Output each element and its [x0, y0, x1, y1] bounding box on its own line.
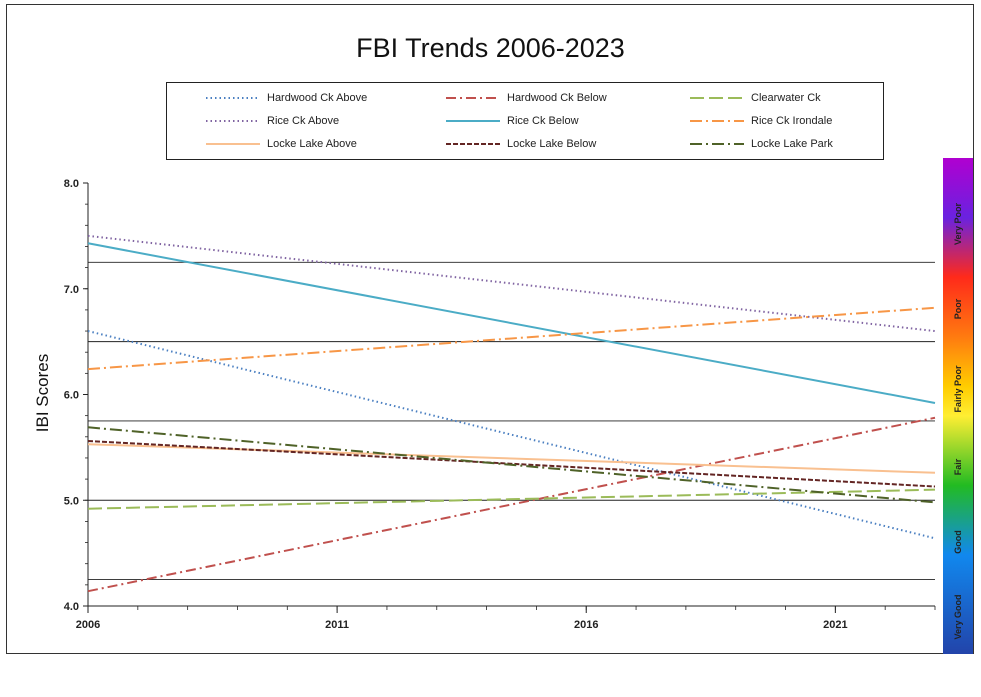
y-axis-label: IBI Scores — [33, 354, 52, 432]
legend-label: Hardwood Ck Above — [267, 92, 368, 104]
legend-line-swatch — [690, 120, 744, 122]
series-line — [87, 416, 936, 593]
series-line — [87, 440, 936, 488]
condition-scale-bar — [943, 158, 973, 654]
legend-item: Locke Lake Park — [689, 134, 833, 154]
legend-item: Hardwood Ck Above — [205, 88, 367, 108]
y-tick-label: 4.0 — [64, 601, 79, 613]
scale-label: Very Good — [953, 594, 963, 640]
legend-label: Rice Ck Irondale — [751, 115, 833, 127]
legend-item: Rice Ck Irondale — [689, 111, 832, 131]
chart-frame — [6, 4, 974, 654]
legend-label: Locke Lake Above — [267, 138, 357, 150]
line-chart: 4.0 5.0 6.0 7.0 8.0 2006 2011 2016 2021 IBI Scor… — [33, 178, 936, 631]
chart-legend: Hardwood Ck Above Hardwood Ck Below Clearw… — [166, 82, 884, 160]
legend-item: Clearwater Ck — [689, 88, 821, 108]
legend-label: Rice Ck Below — [507, 115, 579, 127]
legend-label: Hardwood Ck Below — [507, 92, 607, 104]
legend-line-swatch — [690, 143, 744, 145]
threshold-lines — [88, 261, 935, 581]
x-tick-label: 2011 — [325, 619, 349, 631]
y-tick-label: 8.0 — [64, 178, 79, 190]
legend-item: Rice Ck Above — [205, 111, 339, 131]
legend-label: Locke Lake Park — [751, 138, 833, 150]
legend-label: Rice Ck Above — [267, 115, 340, 127]
x-tick-label: 2006 — [76, 619, 100, 631]
legend-line-swatch — [690, 97, 744, 99]
x-tick-label: 2021 — [823, 619, 847, 631]
legend-item: Rice Ck Below — [445, 111, 579, 131]
legend-line-swatch — [446, 120, 500, 122]
legend-line-swatch — [206, 120, 260, 122]
legend-item: Hardwood Ck Below — [445, 88, 607, 108]
axes: 4.0 5.0 6.0 7.0 8.0 2006 2011 2016 2021 — [64, 178, 936, 631]
series-line — [87, 242, 936, 404]
y-tick-label: 6.0 — [64, 390, 79, 402]
x-tick-label: 2016 — [574, 619, 598, 631]
series-lines — [87, 234, 936, 593]
legend-label: Clearwater Ck — [751, 92, 821, 104]
legend-item: Locke Lake Below — [445, 134, 596, 154]
legend-line-swatch — [446, 143, 500, 145]
series-line — [87, 426, 936, 504]
legend-line-swatch — [206, 97, 260, 99]
series-line — [87, 330, 936, 540]
legend-line-swatch — [206, 143, 260, 145]
series-line — [87, 306, 936, 371]
chart-title: FBI Trends 2006-2023 — [356, 33, 625, 63]
y-tick-label: 5.0 — [64, 495, 79, 507]
legend-label: Locke Lake Below — [507, 138, 597, 150]
y-tick-label: 7.0 — [64, 284, 79, 296]
legend-line-swatch — [446, 97, 500, 99]
legend-item: Locke Lake Above — [205, 134, 357, 154]
series-line — [87, 488, 936, 510]
